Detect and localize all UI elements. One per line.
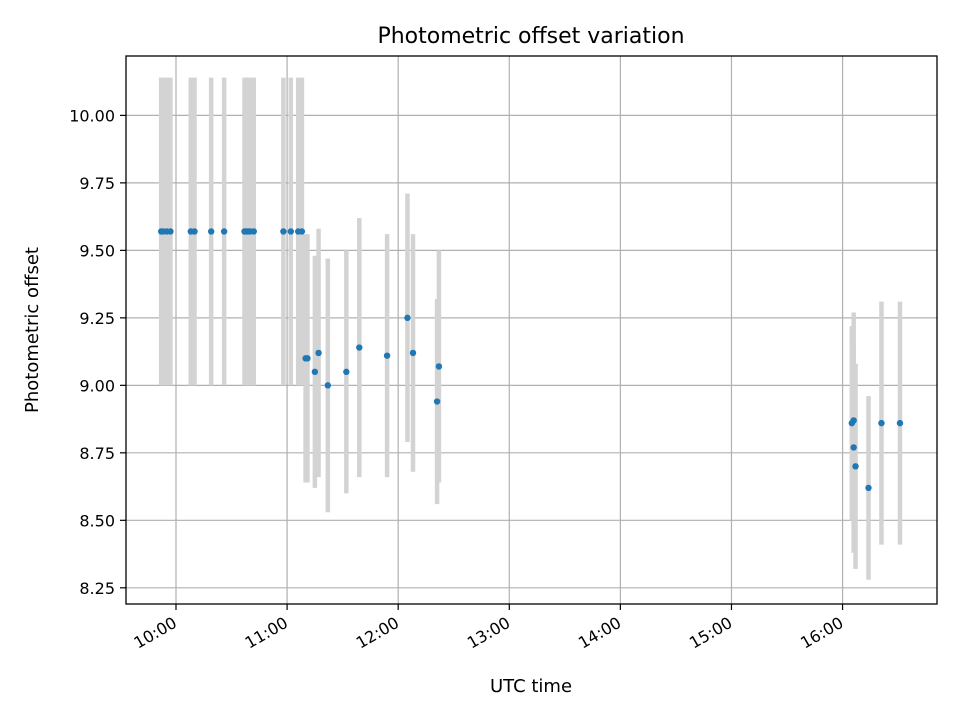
data-point [383,352,391,359]
y-axis: 8.25 8.50 8.75 9.00 9.25 9.50 9.75 10.00 [69,106,126,598]
data-point [850,444,857,451]
data-point [287,228,294,235]
y-tick-label: 10.00 [69,106,115,125]
data-point [311,368,319,376]
y-tick-label: 9.25 [79,309,115,328]
chart-title: Photometric offset variation [377,24,684,49]
y-tick-label: 9.50 [79,241,115,260]
y-tick-label: 8.75 [79,444,115,463]
plot-frame [125,55,938,605]
grid [126,56,937,604]
y-axis-label: Photometric offset [22,247,43,413]
data-point [304,355,311,362]
data-point [250,228,257,235]
data-point [207,228,215,235]
data-point [850,417,857,424]
data-point [433,398,441,405]
data-point [220,228,228,235]
data-point [167,228,174,235]
y-tick-label: 9.00 [79,376,115,395]
y-tick-label: 9.75 [79,174,115,193]
data-point [324,382,332,389]
data-point [435,363,443,370]
data-points [157,228,904,492]
y-tick-label: 8.50 [79,511,115,530]
data-point [896,419,904,427]
data-point [878,419,885,427]
data-point [315,349,322,357]
data-point [280,228,287,235]
data-point [356,344,363,351]
data-point [852,463,859,470]
data-point [409,349,417,357]
y-tick-label: 8.25 [79,579,115,598]
data-point [343,368,350,376]
data-point [191,228,198,235]
data-point [865,484,872,492]
x-axis-label: UTC time [490,676,572,697]
data-point [298,228,306,235]
data-point [404,314,411,322]
